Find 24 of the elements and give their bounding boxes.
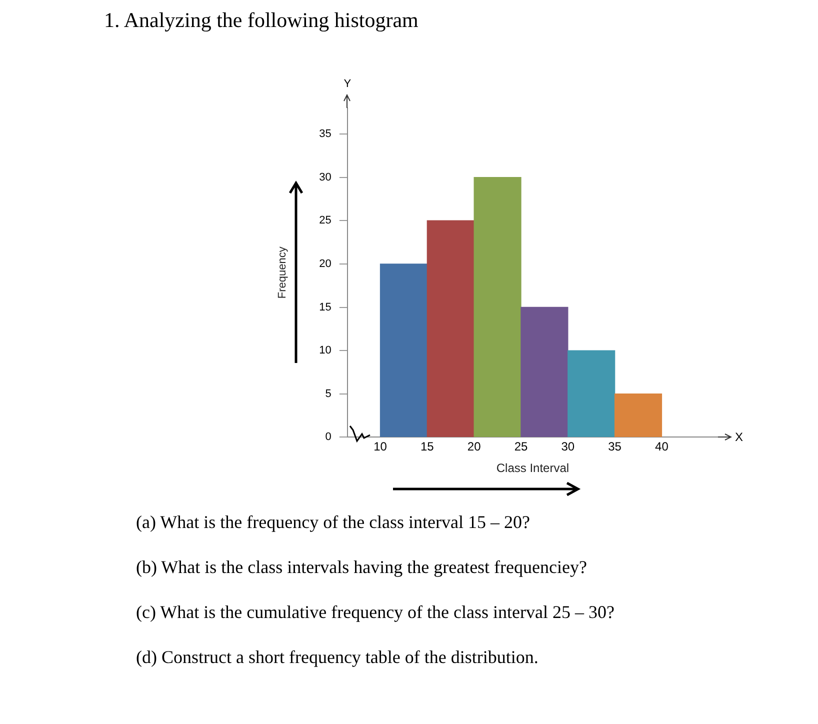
x-tick-label: 35: [608, 440, 622, 454]
y-tick-label: 30: [319, 171, 332, 184]
text: (b) What is the class intervals having the greatest frequenciey?: [136, 556, 588, 579]
x-tick-label: 30: [561, 440, 575, 454]
text: (a) What is the frequency of the class interval 15 – 20?: [136, 511, 532, 534]
text: (d) Construct a short frequency table of the distribution.: [136, 646, 540, 669]
x-tick-label: 40: [655, 440, 669, 454]
text: (c) What is the cumulative frequency of the class interval 25 – 30?: [136, 601, 614, 624]
y-tick-label: 20: [319, 258, 332, 270]
y-tick-label: 0: [325, 431, 332, 444]
x-tick-label: 25: [514, 440, 528, 454]
x-tick-label: 10: [374, 440, 388, 454]
y-tick-label: 25: [319, 214, 332, 227]
x-axis-title: Class Interval: [496, 461, 570, 476]
x-tick-label: 15: [420, 440, 434, 454]
chart-title: 1. Analyzing the following histogram: [104, 8, 418, 33]
x-tick-label: 20: [467, 440, 482, 454]
text: Y: [342, 78, 352, 90]
y-tick-label: 5: [325, 388, 332, 400]
y-tick-label: 15: [319, 301, 332, 314]
y-tick-label: 10: [319, 344, 332, 357]
text: X: [735, 430, 744, 444]
y-tick-label: 35: [319, 128, 332, 140]
y-axis-title: Frequency: [276, 246, 289, 299]
